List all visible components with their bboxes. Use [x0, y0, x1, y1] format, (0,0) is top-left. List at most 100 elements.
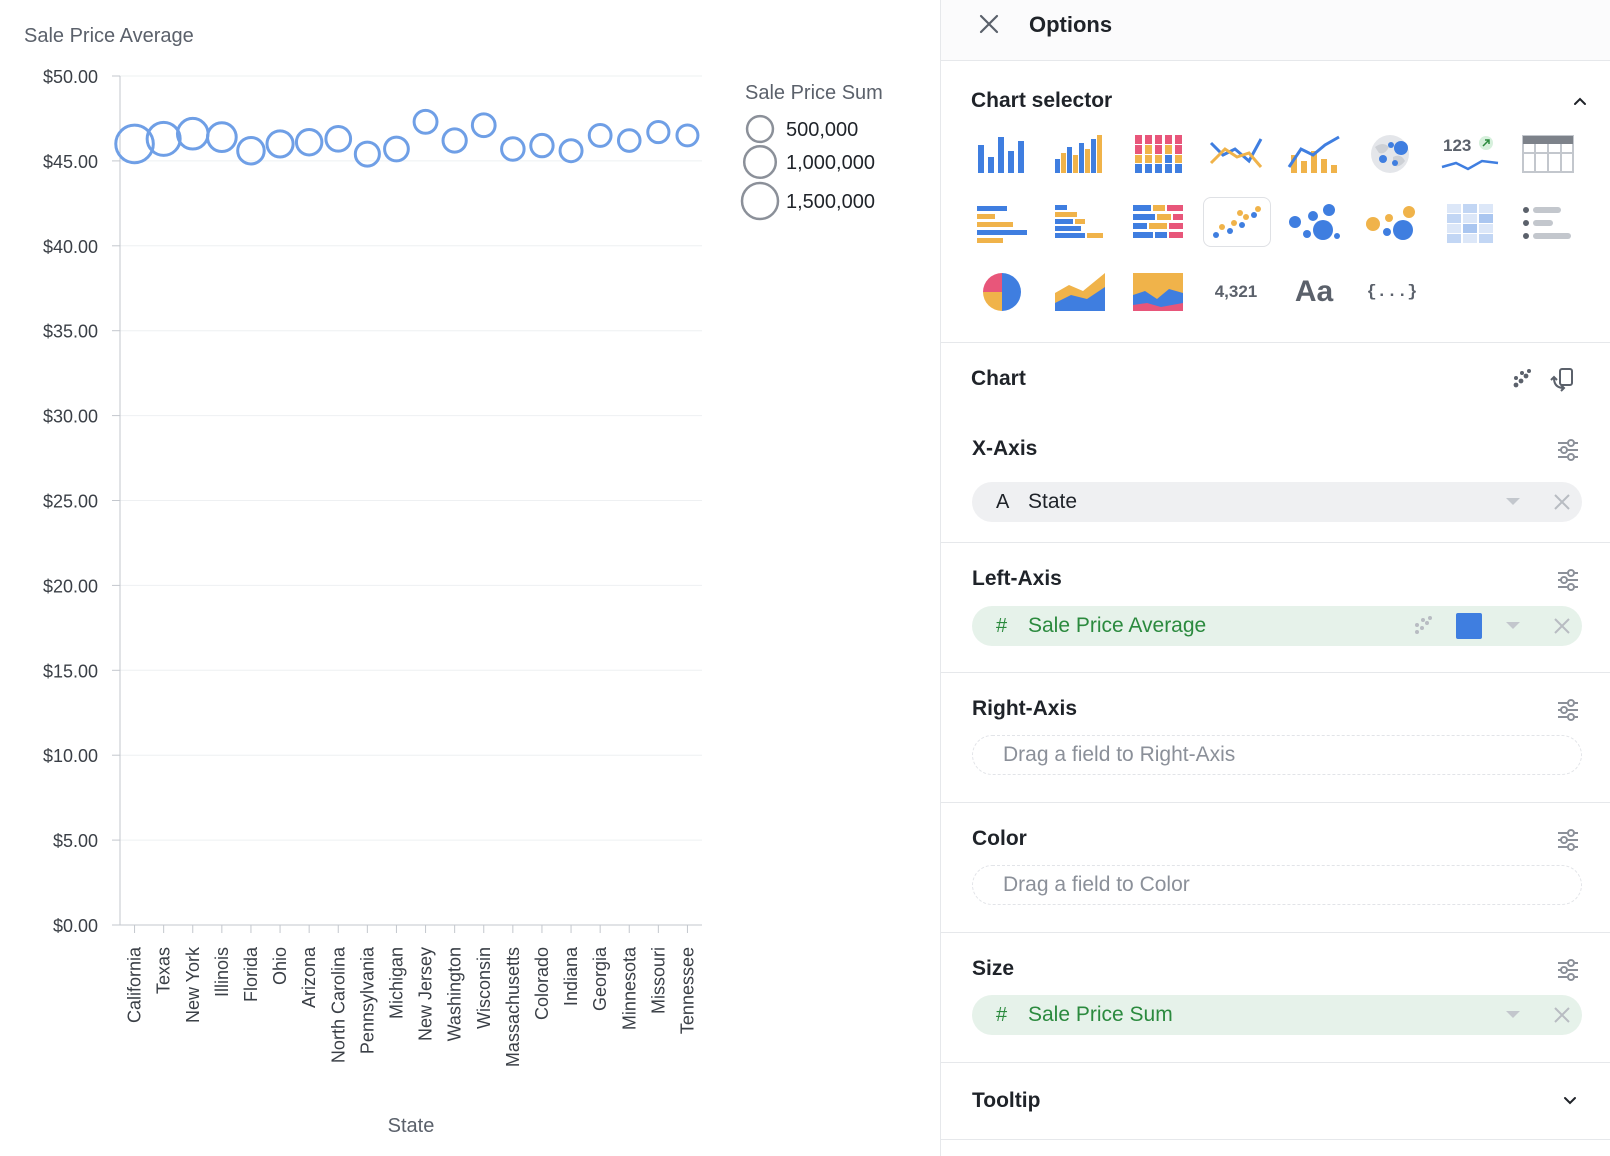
stacked-horizontal-bar-tile[interactable]: [1125, 199, 1191, 247]
chart-selector-title: Chart selector: [971, 89, 1113, 112]
stacked-bar-tile[interactable]: [1125, 130, 1191, 178]
size-field-name: Sale Price Sum: [1028, 1003, 1173, 1026]
y-tick-label: $35.00: [43, 322, 98, 342]
remove-size-icon[interactable]: [1552, 1005, 1572, 1025]
line-chart-tile[interactable]: [1203, 130, 1269, 178]
left-axis-label: Left-Axis: [972, 567, 1062, 590]
right-axis-settings-icon[interactable]: [1556, 698, 1580, 722]
x-tick-label: Indiana: [561, 946, 581, 1006]
x-tick-label: Ohio: [270, 947, 290, 985]
legend-marker: [745, 114, 775, 144]
grouped-bar-tile[interactable]: [1047, 130, 1113, 178]
size-settings-icon[interactable]: [1556, 958, 1580, 982]
series-color-swatch[interactable]: [1456, 613, 1482, 639]
legend-marker: [742, 144, 778, 180]
chevron-down-icon[interactable]: [1506, 622, 1520, 629]
options-title: Options: [1029, 12, 1113, 37]
chevron-down-icon[interactable]: [1506, 498, 1520, 505]
legend-marker: [740, 181, 780, 221]
y-tick-label: $30.00: [43, 407, 98, 427]
horizontal-bar-icon: [977, 206, 1027, 243]
scatter-chart-icon: [1213, 206, 1261, 238]
remove-left-axis-icon[interactable]: [1552, 616, 1572, 636]
grouped-horizontal-bar-tile[interactable]: [1047, 199, 1113, 247]
x-axis-label: X-Axis: [972, 437, 1038, 460]
x-axis-field[interactable]: A State: [972, 482, 1582, 522]
x-tick-label: Illinois: [212, 947, 232, 997]
bubble-chart-icon: [1289, 204, 1340, 240]
horizontal-bar-tile[interactable]: [969, 199, 1035, 247]
heatmap-icon: [1447, 204, 1493, 243]
grouped-bubble-tile[interactable]: [1359, 199, 1425, 247]
x-tick-label: New Jersey: [416, 947, 436, 1041]
pie-chart-tile[interactable]: [969, 268, 1035, 316]
x-tick-label: Texas: [154, 947, 174, 994]
json-tile[interactable]: {...}: [1359, 268, 1425, 316]
kpi-tile[interactable]: 123: [1437, 130, 1503, 178]
json-tile-label: {...}: [1366, 282, 1418, 302]
chevron-down-icon[interactable]: [1562, 1093, 1578, 1109]
x-tick-label: Pennsylvania: [357, 946, 377, 1054]
scatter-chart: Sale Price Average $0.00 $5.00 $10.00 $15.00…: [24, 25, 883, 1137]
color-section: Color Drag a field to Color: [941, 803, 1610, 933]
data-point: [265, 129, 295, 159]
data-point: [324, 124, 353, 153]
series-style-icon[interactable]: [1412, 615, 1434, 637]
heatmap-tile[interactable]: [1437, 199, 1503, 247]
globe-icon: [1371, 135, 1409, 173]
y-tick-label: $10.00: [43, 746, 98, 766]
left-axis-settings-icon[interactable]: [1556, 568, 1580, 592]
bar-chart-tile[interactable]: [969, 130, 1035, 178]
bubble-chart-tile[interactable]: [1281, 199, 1347, 247]
size-field[interactable]: # Sale Price Sum: [972, 995, 1582, 1035]
y-tick-label: $25.00: [43, 492, 98, 512]
color-settings-icon[interactable]: [1556, 828, 1580, 852]
y-tick-label: $0.00: [53, 916, 98, 936]
x-tick-label: Tennessee: [677, 947, 697, 1034]
color-label: Color: [972, 827, 1027, 850]
text-tile[interactable]: Aa: [1281, 268, 1347, 316]
number-tile[interactable]: 4,321: [1203, 268, 1269, 316]
list-tile[interactable]: [1515, 199, 1581, 247]
options-header: Options: [941, 0, 1610, 61]
map-chart-tile[interactable]: [1359, 130, 1425, 178]
right-axis-dropzone[interactable]: Drag a field to Right-Axis: [972, 735, 1582, 775]
x-tick-label: North Carolina: [328, 946, 348, 1063]
line-chart-icon: [1209, 138, 1263, 168]
chevron-down-icon[interactable]: [1506, 1011, 1520, 1018]
stacked-area-tile[interactable]: [1125, 268, 1191, 316]
stacked-area-icon: [1133, 273, 1183, 311]
chevron-up-icon[interactable]: [1572, 93, 1588, 109]
data-point: [558, 138, 584, 164]
remove-x-axis-icon[interactable]: [1552, 492, 1572, 512]
scatter-chart-tile[interactable]: [1203, 197, 1271, 247]
list-icon: [1523, 207, 1571, 239]
data-point: [145, 120, 182, 157]
legend-label: 1,500,000: [786, 191, 875, 213]
data-point: [616, 128, 642, 153]
left-axis-field-name: Sale Price Average: [1028, 614, 1207, 637]
close-icon[interactable]: [977, 12, 1001, 36]
tooltip-section[interactable]: Tooltip: [941, 1063, 1610, 1140]
x-axis-settings-icon[interactable]: [1556, 438, 1580, 462]
data-point: [441, 127, 468, 154]
data-point: [529, 132, 555, 159]
area-chart-tile[interactable]: [1047, 268, 1113, 316]
right-axis-label: Right-Axis: [972, 697, 1077, 720]
combo-chart-tile[interactable]: [1281, 130, 1347, 178]
y-tick-label: $5.00: [53, 831, 98, 851]
color-dropzone[interactable]: Drag a field to Color: [972, 865, 1582, 905]
data-point: [646, 119, 671, 145]
table-tile[interactable]: [1515, 130, 1581, 178]
left-axis-section: Left-Axis # Sale Price Average: [941, 543, 1610, 673]
grouped-bar-icon: [1055, 135, 1102, 173]
data-point: [205, 121, 238, 153]
legend-label: 1,000,000: [786, 152, 875, 174]
scatter-style-icon[interactable]: [1510, 367, 1534, 391]
x-tick-label: California: [125, 946, 145, 1023]
left-axis-field[interactable]: # Sale Price Average: [972, 606, 1582, 646]
table-icon: [1522, 135, 1574, 173]
bar-chart-icon: [978, 137, 1024, 173]
rotate-axes-icon[interactable]: [1550, 366, 1576, 392]
data-point: [412, 108, 439, 135]
